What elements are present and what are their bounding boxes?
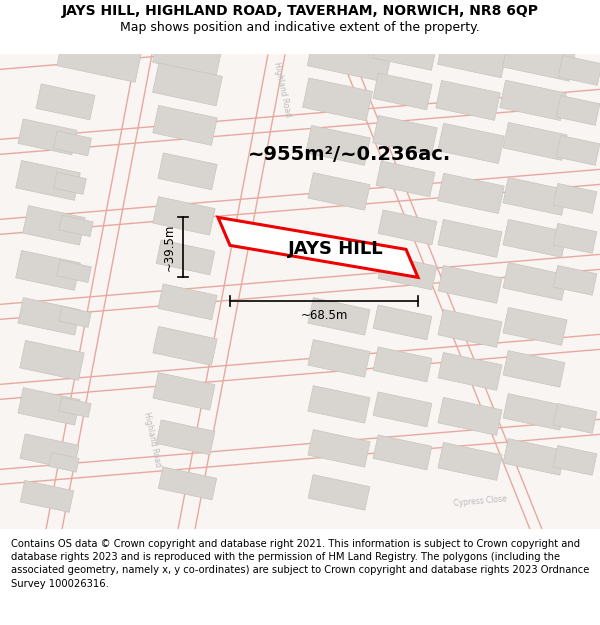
Bar [153,372,215,410]
Bar [503,177,567,216]
Bar [373,347,432,382]
Bar [156,240,215,275]
Bar [438,266,502,303]
Bar [503,219,567,258]
Bar [308,173,370,210]
Bar [438,173,504,214]
Bar [436,81,500,120]
Bar [373,73,432,110]
Bar [16,251,80,290]
Bar [553,224,597,253]
Bar [36,84,95,120]
Bar [308,429,370,467]
Text: Highland Road: Highland Road [272,61,292,118]
Bar [438,123,504,164]
Bar [503,38,575,81]
Bar [302,78,373,121]
Bar [438,352,502,391]
Bar [56,260,91,282]
Bar [500,80,566,121]
Bar [57,29,143,82]
Bar [53,173,86,194]
Text: ~39.5m: ~39.5m [163,224,176,271]
Bar [373,305,432,340]
Bar [152,63,223,106]
Bar [438,219,502,258]
Bar [376,161,435,197]
Text: Contains OS data © Crown copyright and database right 2021. This information is : Contains OS data © Crown copyright and d… [11,539,589,589]
Bar [503,308,567,346]
Bar [556,136,600,165]
Bar [20,341,84,380]
Bar [53,131,91,156]
Bar [20,481,74,512]
Bar [306,126,370,165]
Bar [152,33,223,76]
Text: Highland Road: Highland Road [142,411,162,468]
Bar [23,206,85,245]
Bar [158,467,217,500]
Bar [308,474,370,510]
Text: JAYS HILL: JAYS HILL [288,241,384,258]
Bar [158,284,217,320]
Bar [18,298,80,335]
Bar [558,56,600,85]
Bar [553,184,597,213]
Bar [153,197,215,235]
Bar [378,210,437,245]
Bar [553,404,597,433]
Bar [503,122,567,161]
Text: Map shows position and indicative extent of the property.: Map shows position and indicative extent… [120,21,480,34]
Bar [437,35,508,78]
Bar [556,96,600,125]
Bar [20,434,79,470]
Bar [438,442,502,481]
Bar [373,31,437,70]
Bar [373,116,437,155]
Text: Cypress Close: Cypress Close [453,494,507,508]
Bar [156,420,215,455]
Bar [503,439,565,475]
Text: JAYS HILL, HIGHLAND ROAD, TAVERHAM, NORWICH, NR8 6QP: JAYS HILL, HIGHLAND ROAD, TAVERHAM, NORW… [62,4,539,18]
Bar [153,326,217,366]
Bar [59,306,91,328]
Bar [373,435,432,470]
Polygon shape [218,217,418,278]
Bar [49,452,79,472]
Bar [59,398,91,418]
Bar [158,153,217,190]
Bar [503,351,565,387]
Bar [553,266,597,295]
Bar [438,398,502,436]
Bar [503,394,565,430]
Bar [373,392,432,427]
Text: ~68.5m: ~68.5m [301,309,347,322]
Bar [59,215,93,236]
Bar [153,106,217,145]
Bar [378,255,437,290]
Bar [438,309,502,348]
Bar [308,339,370,377]
Bar [308,298,370,335]
Bar [553,446,597,475]
Bar [18,388,80,425]
Bar [503,262,567,301]
Bar [307,31,393,82]
Bar [308,386,370,423]
Bar [18,119,77,155]
Text: ~955m²/~0.236ac.: ~955m²/~0.236ac. [248,145,452,164]
Bar [16,161,80,200]
